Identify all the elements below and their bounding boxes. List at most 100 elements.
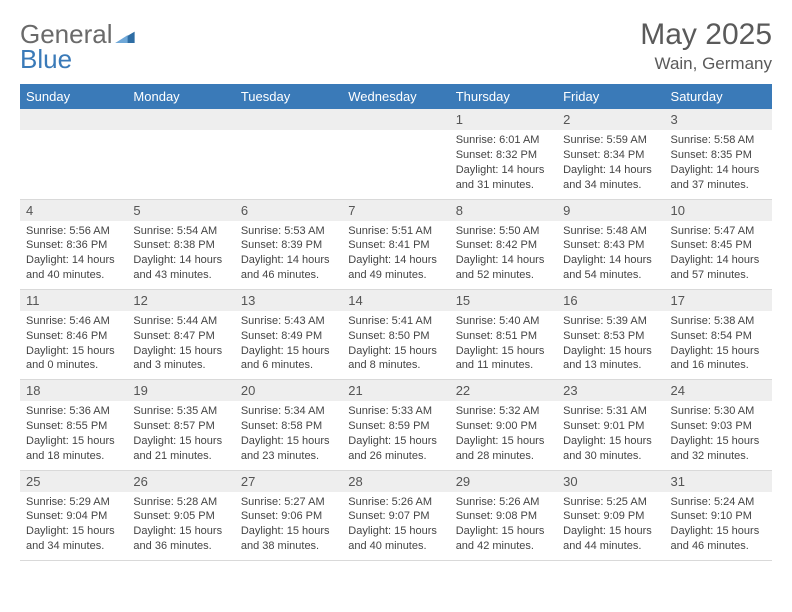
calendar-day-cell: 16Sunrise: 5:39 AMSunset: 8:53 PMDayligh…: [557, 289, 664, 379]
day-number: 7: [342, 200, 449, 221]
calendar-day-cell: 4Sunrise: 5:56 AMSunset: 8:36 PMDaylight…: [20, 199, 127, 289]
day-details: Sunrise: 5:28 AMSunset: 9:05 PMDaylight:…: [127, 492, 234, 560]
day-number: 29: [450, 471, 557, 492]
day-details: Sunrise: 5:26 AMSunset: 9:08 PMDaylight:…: [450, 492, 557, 560]
logo-text-blue: Blue: [20, 44, 72, 74]
calendar-day-cell: 2Sunrise: 5:59 AMSunset: 8:34 PMDaylight…: [557, 109, 664, 199]
day-details: Sunrise: 5:30 AMSunset: 9:03 PMDaylight:…: [665, 401, 772, 469]
day-number: 1: [450, 109, 557, 130]
calendar-week-row: 11Sunrise: 5:46 AMSunset: 8:46 PMDayligh…: [20, 289, 772, 379]
day-number: 10: [665, 200, 772, 221]
day-details: Sunrise: 5:56 AMSunset: 8:36 PMDaylight:…: [20, 221, 127, 289]
day-number: 13: [235, 290, 342, 311]
calendar-day-cell: 3Sunrise: 5:58 AMSunset: 8:35 PMDaylight…: [665, 109, 772, 199]
day-number: 27: [235, 471, 342, 492]
day-details: Sunrise: 5:39 AMSunset: 8:53 PMDaylight:…: [557, 311, 664, 379]
day-number: 31: [665, 471, 772, 492]
day-details: Sunrise: 5:26 AMSunset: 9:07 PMDaylight:…: [342, 492, 449, 560]
calendar-week-row: 25Sunrise: 5:29 AMSunset: 9:04 PMDayligh…: [20, 470, 772, 560]
calendar-day-cell: 15Sunrise: 5:40 AMSunset: 8:51 PMDayligh…: [450, 289, 557, 379]
day-details: Sunrise: 5:38 AMSunset: 8:54 PMDaylight:…: [665, 311, 772, 379]
day-number: 21: [342, 380, 449, 401]
day-details: Sunrise: 5:43 AMSunset: 8:49 PMDaylight:…: [235, 311, 342, 379]
calendar-day-cell: 7Sunrise: 5:51 AMSunset: 8:41 PMDaylight…: [342, 199, 449, 289]
weekday-header: Friday: [557, 84, 664, 109]
day-details: Sunrise: 5:41 AMSunset: 8:50 PMDaylight:…: [342, 311, 449, 379]
day-number: 18: [20, 380, 127, 401]
calendar-day-cell: 20Sunrise: 5:34 AMSunset: 8:58 PMDayligh…: [235, 380, 342, 470]
calendar-day-cell: 5Sunrise: 5:54 AMSunset: 8:38 PMDaylight…: [127, 199, 234, 289]
day-number: 30: [557, 471, 664, 492]
calendar-day-cell: 11Sunrise: 5:46 AMSunset: 8:46 PMDayligh…: [20, 289, 127, 379]
day-number: 22: [450, 380, 557, 401]
day-number: 26: [127, 471, 234, 492]
calendar-day-cell: 23Sunrise: 5:31 AMSunset: 9:01 PMDayligh…: [557, 380, 664, 470]
day-number: 16: [557, 290, 664, 311]
calendar-page: GeneralBlue May 2025 Wain, Germany Sunda…: [0, 0, 792, 571]
day-details: Sunrise: 6:01 AMSunset: 8:32 PMDaylight:…: [450, 130, 557, 198]
month-title: May 2025: [640, 18, 772, 52]
day-number: 3: [665, 109, 772, 130]
header: GeneralBlue May 2025 Wain, Germany: [20, 18, 772, 74]
day-number: [342, 109, 449, 130]
calendar-day-cell: 6Sunrise: 5:53 AMSunset: 8:39 PMDaylight…: [235, 199, 342, 289]
calendar-empty-cell: [20, 109, 127, 199]
day-number: 19: [127, 380, 234, 401]
day-details: Sunrise: 5:51 AMSunset: 8:41 PMDaylight:…: [342, 221, 449, 289]
calendar-day-cell: 13Sunrise: 5:43 AMSunset: 8:49 PMDayligh…: [235, 289, 342, 379]
weekday-header: Wednesday: [342, 84, 449, 109]
calendar-day-cell: 31Sunrise: 5:24 AMSunset: 9:10 PMDayligh…: [665, 470, 772, 560]
day-details: Sunrise: 5:32 AMSunset: 9:00 PMDaylight:…: [450, 401, 557, 469]
day-number: 5: [127, 200, 234, 221]
day-details: Sunrise: 5:25 AMSunset: 9:09 PMDaylight:…: [557, 492, 664, 560]
calendar-day-cell: 28Sunrise: 5:26 AMSunset: 9:07 PMDayligh…: [342, 470, 449, 560]
day-details: Sunrise: 5:24 AMSunset: 9:10 PMDaylight:…: [665, 492, 772, 560]
day-number: 2: [557, 109, 664, 130]
calendar-day-cell: 29Sunrise: 5:26 AMSunset: 9:08 PMDayligh…: [450, 470, 557, 560]
logo: GeneralBlue: [20, 18, 135, 71]
day-number: [127, 109, 234, 130]
day-details: Sunrise: 5:47 AMSunset: 8:45 PMDaylight:…: [665, 221, 772, 289]
calendar-day-cell: 21Sunrise: 5:33 AMSunset: 8:59 PMDayligh…: [342, 380, 449, 470]
day-number: 25: [20, 471, 127, 492]
day-number: 11: [20, 290, 127, 311]
day-details: Sunrise: 5:58 AMSunset: 8:35 PMDaylight:…: [665, 130, 772, 198]
calendar-week-row: 1Sunrise: 6:01 AMSunset: 8:32 PMDaylight…: [20, 109, 772, 199]
day-details: Sunrise: 5:36 AMSunset: 8:55 PMDaylight:…: [20, 401, 127, 469]
day-number: [20, 109, 127, 130]
weekday-header-row: SundayMondayTuesdayWednesdayThursdayFrid…: [20, 84, 772, 109]
day-number: 8: [450, 200, 557, 221]
calendar-day-cell: 14Sunrise: 5:41 AMSunset: 8:50 PMDayligh…: [342, 289, 449, 379]
calendar-day-cell: 30Sunrise: 5:25 AMSunset: 9:09 PMDayligh…: [557, 470, 664, 560]
calendar-day-cell: 17Sunrise: 5:38 AMSunset: 8:54 PMDayligh…: [665, 289, 772, 379]
weekday-header: Sunday: [20, 84, 127, 109]
weekday-header: Tuesday: [235, 84, 342, 109]
day-number: 14: [342, 290, 449, 311]
calendar-day-cell: 1Sunrise: 6:01 AMSunset: 8:32 PMDaylight…: [450, 109, 557, 199]
day-details: Sunrise: 5:40 AMSunset: 8:51 PMDaylight:…: [450, 311, 557, 379]
day-number: 15: [450, 290, 557, 311]
calendar-empty-cell: [342, 109, 449, 199]
calendar-day-cell: 22Sunrise: 5:32 AMSunset: 9:00 PMDayligh…: [450, 380, 557, 470]
day-number: 12: [127, 290, 234, 311]
calendar-day-cell: 26Sunrise: 5:28 AMSunset: 9:05 PMDayligh…: [127, 470, 234, 560]
day-details: Sunrise: 5:54 AMSunset: 8:38 PMDaylight:…: [127, 221, 234, 289]
day-details: Sunrise: 5:33 AMSunset: 8:59 PMDaylight:…: [342, 401, 449, 469]
day-details: Sunrise: 5:29 AMSunset: 9:04 PMDaylight:…: [20, 492, 127, 560]
calendar-week-row: 4Sunrise: 5:56 AMSunset: 8:36 PMDaylight…: [20, 199, 772, 289]
calendar-day-cell: 12Sunrise: 5:44 AMSunset: 8:47 PMDayligh…: [127, 289, 234, 379]
calendar-day-cell: 19Sunrise: 5:35 AMSunset: 8:57 PMDayligh…: [127, 380, 234, 470]
day-details: Sunrise: 5:35 AMSunset: 8:57 PMDaylight:…: [127, 401, 234, 469]
day-number: 17: [665, 290, 772, 311]
weekday-header: Monday: [127, 84, 234, 109]
day-details: Sunrise: 5:48 AMSunset: 8:43 PMDaylight:…: [557, 221, 664, 289]
calendar-day-cell: 24Sunrise: 5:30 AMSunset: 9:03 PMDayligh…: [665, 380, 772, 470]
day-number: 6: [235, 200, 342, 221]
title-block: May 2025 Wain, Germany: [640, 18, 772, 74]
calendar-empty-cell: [127, 109, 234, 199]
day-details: Sunrise: 5:34 AMSunset: 8:58 PMDaylight:…: [235, 401, 342, 469]
day-number: 20: [235, 380, 342, 401]
day-details: Sunrise: 5:46 AMSunset: 8:46 PMDaylight:…: [20, 311, 127, 379]
calendar-day-cell: 8Sunrise: 5:50 AMSunset: 8:42 PMDaylight…: [450, 199, 557, 289]
location: Wain, Germany: [640, 54, 772, 74]
